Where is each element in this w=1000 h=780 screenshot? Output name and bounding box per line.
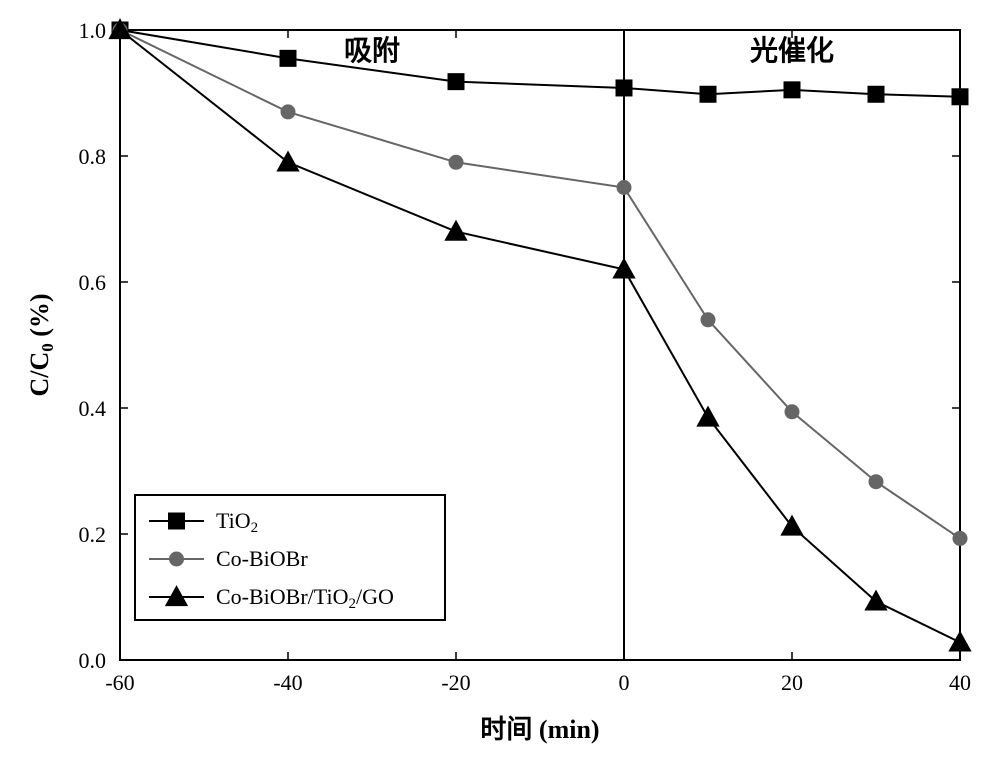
chart-bg bbox=[0, 0, 1000, 780]
marker-square bbox=[448, 74, 464, 90]
marker-circle bbox=[869, 475, 883, 489]
marker-square bbox=[616, 80, 632, 96]
x-tick-label: 0 bbox=[619, 670, 630, 695]
chart-container: -60 -40 -20 0 20 40 0.0 0.2 0.4 0.6 0.8 1.0 时间 (min)… bbox=[0, 0, 1000, 780]
marker-square bbox=[784, 82, 800, 98]
y-tick-label: 0.8 bbox=[79, 144, 107, 169]
legend-label: Co-BiOBr bbox=[216, 546, 308, 571]
marker-circle bbox=[281, 105, 295, 119]
marker-square bbox=[952, 89, 968, 105]
marker-square bbox=[868, 86, 884, 102]
marker-circle bbox=[953, 531, 967, 545]
marker-square bbox=[700, 86, 716, 102]
region-label-right: 光催化 bbox=[749, 35, 834, 67]
chart-svg: -60 -40 -20 0 20 40 0.0 0.2 0.4 0.6 0.8 1.0 时间 (min)… bbox=[0, 0, 1000, 780]
x-tick-label: -20 bbox=[441, 670, 470, 695]
y-tick-label: 0.0 bbox=[79, 648, 107, 673]
y-tick-label: 1.0 bbox=[79, 18, 107, 43]
legend-label: Co-BiOBr/TiO2/GO bbox=[216, 584, 394, 612]
x-tick-label: 40 bbox=[949, 670, 971, 695]
marker-circle bbox=[785, 405, 799, 419]
y-tick-label: 0.2 bbox=[79, 522, 107, 547]
x-tick-label: -40 bbox=[273, 670, 302, 695]
marker-circle bbox=[170, 552, 184, 566]
marker-circle bbox=[449, 155, 463, 169]
region-label-left: 吸附 bbox=[344, 35, 400, 67]
marker-square bbox=[169, 513, 185, 529]
marker-circle bbox=[701, 313, 715, 327]
legend: TiO2Co-BiOBrCo-BiOBr/TiO2/GO bbox=[135, 495, 445, 620]
x-tick-label: -60 bbox=[105, 670, 134, 695]
marker-circle bbox=[617, 181, 631, 195]
y-tick-label: 0.4 bbox=[79, 396, 107, 421]
marker-square bbox=[280, 50, 296, 66]
x-axis-label: 时间 (min) bbox=[480, 715, 599, 744]
x-tick-label: 20 bbox=[781, 670, 803, 695]
y-tick-label: 0.6 bbox=[79, 270, 107, 295]
